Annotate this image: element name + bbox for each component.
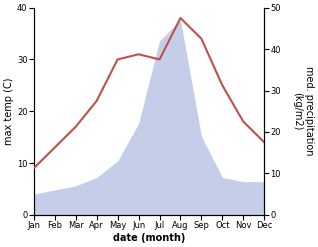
Y-axis label: med. precipitation
(kg/m2): med. precipitation (kg/m2) [292, 66, 314, 156]
X-axis label: date (month): date (month) [113, 233, 185, 243]
Y-axis label: max temp (C): max temp (C) [4, 78, 14, 145]
